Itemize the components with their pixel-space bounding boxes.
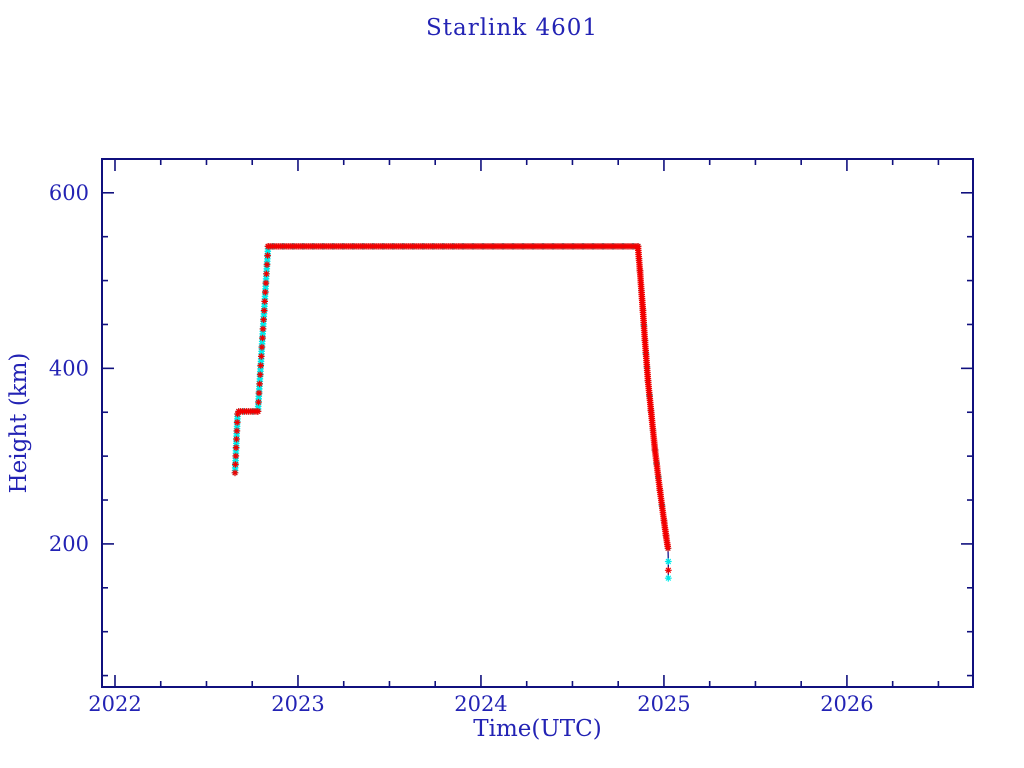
chart-title: Starlink 4601	[425, 15, 598, 41]
y-tick-label: 200	[49, 532, 89, 556]
highlight-markers	[231, 243, 672, 574]
track-markers	[231, 243, 672, 582]
trajectory-line	[234, 245, 669, 579]
y-tick-label: 400	[49, 356, 89, 380]
plot-frame	[101, 158, 974, 688]
x-tick-label: 2025	[637, 692, 690, 716]
x-tick-label: 2023	[271, 692, 324, 716]
y-tick-label: 600	[49, 181, 89, 205]
x-axis-label: Time(UTC)	[473, 716, 602, 742]
x-tick-label: 2022	[88, 692, 141, 716]
tick-labels: 2022 2023 2024 2025 2026 200 400 600	[49, 181, 874, 716]
x-tick-label: 2026	[820, 692, 873, 716]
axis-ticks	[102, 159, 973, 687]
x-tick-label: 2024	[454, 692, 507, 716]
